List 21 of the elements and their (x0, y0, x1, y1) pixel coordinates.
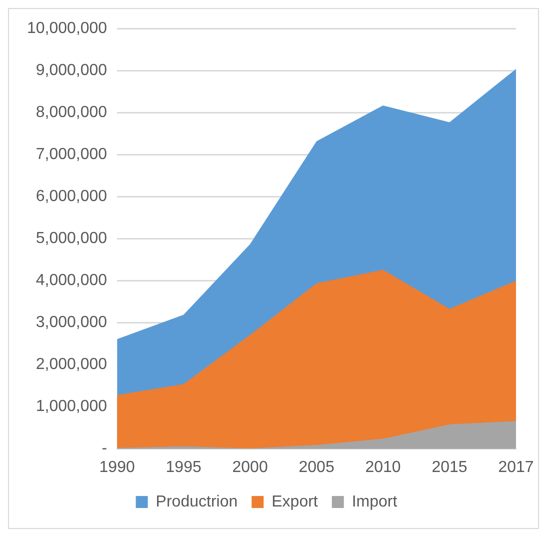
x-tick-label: 2000 (232, 458, 268, 476)
y-tick-label: 4,000,000 (36, 272, 108, 290)
x-tick-label: 1995 (166, 458, 202, 476)
y-tick-label: 9,000,000 (36, 62, 108, 80)
y-tick-label: - (102, 440, 108, 458)
legend-label: Export (272, 493, 318, 510)
y-tick-label: 2,000,000 (36, 356, 108, 374)
y-tick-label: 5,000,000 (36, 230, 108, 248)
x-tick-label: 2005 (298, 458, 334, 476)
x-tick-label: 2015 (432, 458, 468, 476)
legend-label: Productrion (156, 493, 238, 510)
y-tick-label: 3,000,000 (36, 314, 108, 332)
y-tick-label: 8,000,000 (36, 104, 108, 122)
y-tick-label: 7,000,000 (36, 146, 108, 164)
y-tick-label: 1,000,000 (36, 398, 108, 416)
y-tick-label: 6,000,000 (36, 188, 108, 206)
legend-label: Import (352, 493, 398, 510)
x-tick-label: 1990 (99, 458, 135, 476)
y-tick-label: 10,000,000 (27, 20, 108, 38)
x-tick-label: 2017 (498, 458, 534, 476)
x-tick-label: 2010 (365, 458, 401, 476)
